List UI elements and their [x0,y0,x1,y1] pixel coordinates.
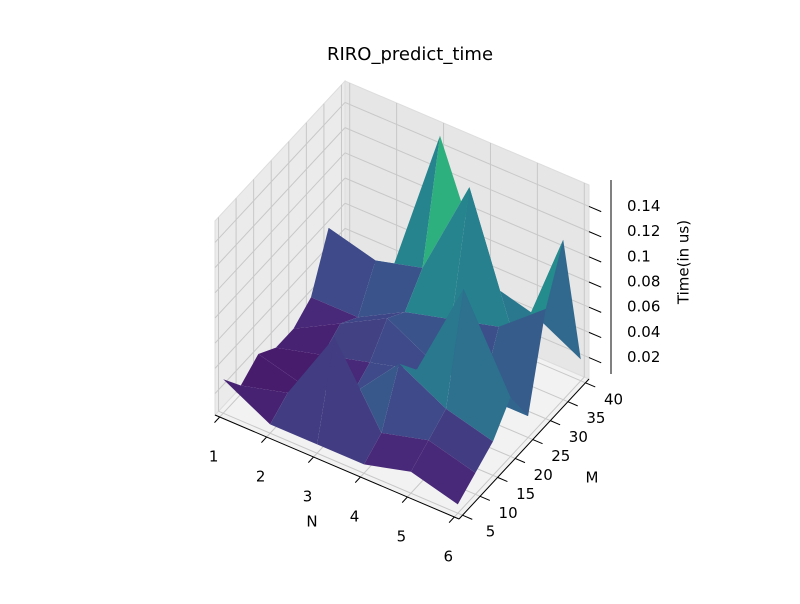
z-tick-label: 0.02 [627,348,660,366]
tick-mark [515,457,526,464]
grid-line [214,177,346,319]
chart-title: RIRO_predict_time [327,44,493,65]
surface-patch [275,323,341,355]
surface-patch [381,363,446,441]
x-tick-label: 5 [397,528,407,546]
z-tick-label: 0.08 [627,273,660,291]
tick-mark [479,495,491,501]
y-tick-label: 40 [604,390,623,408]
tick-mark [588,357,602,364]
tick-mark [497,476,508,482]
tick-mark [588,281,602,288]
surface-patch [334,337,400,433]
surface-patch [364,432,429,472]
grid-line [344,127,590,233]
y-tick-label: 5 [486,523,496,541]
x-axis-label: N [306,513,317,531]
surface-patch [317,337,382,465]
y-tick-label: 10 [499,504,518,522]
tick-mark [550,420,561,426]
x-tick-label: 3 [303,488,313,506]
y-tick-label: 15 [516,485,535,503]
z-axis-label: Time(in us) [675,220,693,305]
grid-line [214,102,346,243]
surface-patch [446,289,511,442]
x-tick-label: 1 [209,448,219,466]
surface-patch [223,379,288,425]
z-tick-label: 0.12 [627,222,660,240]
surface-patch [516,239,581,360]
y-axis [458,378,590,520]
surface-patch [340,312,405,324]
y-axis-label: M [586,469,599,487]
tick-mark [401,496,408,503]
grid-line [214,202,346,344]
z-tick-label: 0.04 [627,323,660,341]
surface-patch [428,408,493,473]
tick-mark [588,231,602,238]
y-tick-label: 20 [534,466,553,484]
tick-mark [588,331,602,339]
tick-mark [448,516,455,523]
z-tick-label: 0.1 [627,247,651,265]
y-tick-label: 35 [586,409,605,427]
tick-mark [588,256,602,263]
surface-patch [369,318,435,370]
z-tick-label: 0.14 [627,197,660,215]
surface-patch [422,135,487,282]
x-tick-label: 4 [350,508,360,526]
tick-mark [354,476,361,483]
tick-mark [214,416,221,423]
z-tick-label: 0.06 [627,298,660,316]
surface-patch [375,135,440,268]
surface-patch [293,297,358,329]
y-tick-label: 30 [569,428,588,446]
x-axis [214,414,460,520]
grid-line [218,410,463,516]
tick-mark [462,514,473,520]
tick-mark [567,401,578,407]
y-tick-label: 25 [551,447,570,465]
x-tick-label: 6 [444,548,454,566]
tick-mark [588,205,602,213]
grid-line [453,376,585,518]
surface-patch [358,260,423,318]
surface-patch [404,187,470,320]
tick-mark [588,306,602,313]
surface-patch [410,440,476,505]
surface-patch [399,289,464,409]
surface-patch [311,227,376,318]
surface-patch [352,362,417,394]
surface-patch [469,187,534,346]
surface-patch [270,337,335,445]
tick-mark [307,456,314,463]
surface-patch [240,354,306,393]
tick-mark [532,439,543,445]
tick-mark [261,436,267,443]
x-tick-label: 2 [256,468,266,486]
grid-line [214,127,346,268]
grid-line [344,101,590,207]
tick-mark [585,382,596,388]
grid-line [214,152,346,294]
